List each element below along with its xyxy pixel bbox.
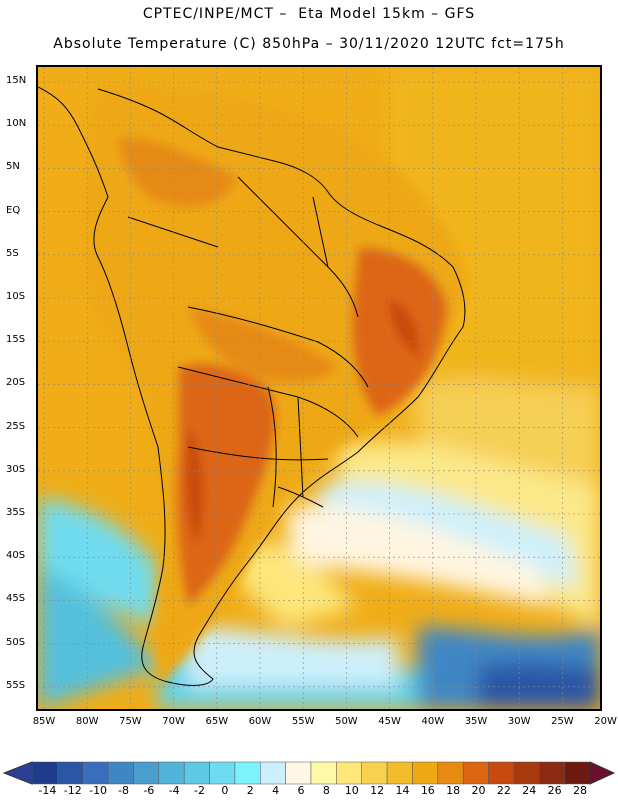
colorbar-tick-label: 6 <box>297 784 305 797</box>
colorbar-swatch <box>361 761 388 785</box>
colorbar-tick-label: -2 <box>194 784 206 797</box>
colorbar-tick-label: 0 <box>221 784 229 797</box>
longitude-label: 80W <box>75 716 99 727</box>
colorbar-tick-label: -4 <box>168 784 180 797</box>
colorbar-swatch <box>107 761 134 785</box>
colorbar-swatch <box>260 761 286 785</box>
temperature-map <box>38 67 600 709</box>
latitude-label: 45S <box>6 593 26 605</box>
colorbar-swatch <box>57 761 83 785</box>
coastlines <box>38 86 466 686</box>
colorbar-tick-label: 28 <box>573 784 587 797</box>
latitude-label: 30S <box>6 463 26 475</box>
colorbar-tick-label: -6 <box>143 784 155 797</box>
colorbar-tick-label: 12 <box>370 784 385 797</box>
colorbar-swatch <box>539 761 565 785</box>
colorbar-tick-label: 16 <box>420 784 435 797</box>
longitude-label: 30W <box>507 716 531 727</box>
longitude-label: 55W <box>291 716 315 727</box>
chart-title-line1: CPTEC/INPE/MCT – Eta Model 15km – GFS <box>142 6 476 22</box>
colorbar-arrow-right <box>589 761 616 785</box>
colorbar-tick-label: 10 <box>344 784 359 797</box>
longitude-label: 85W <box>32 716 56 727</box>
colorbar-tick-label: 4 <box>272 784 280 797</box>
colorbar-swatch <box>209 761 236 785</box>
colorbar-tick-label: -8 <box>117 784 129 797</box>
colorbar-tick-label: 2 <box>246 784 254 797</box>
latitude-label: 35S <box>6 507 26 518</box>
colorbar-swatch <box>31 761 58 785</box>
latitude-label: 10S <box>6 291 26 302</box>
colorbar-swatch <box>462 761 489 785</box>
longitude-label: 35W <box>464 716 488 727</box>
colorbar <box>2 761 616 785</box>
colorbar-swatch <box>564 761 591 785</box>
colorbar-tick-label: 8 <box>322 784 330 797</box>
colorbar-swatch <box>234 761 261 785</box>
latitude-label: EQ <box>6 204 21 216</box>
longitude-label: 40W <box>421 716 445 727</box>
chart-title-line2: Absolute Temperature (C) 850hPa – 30/11/… <box>53 36 565 52</box>
colorbar-tick-label: 26 <box>547 784 562 797</box>
colorbar-swatch <box>310 761 337 785</box>
colorbar-swatch <box>158 761 185 785</box>
colorbar-tick-label: -10 <box>89 784 108 797</box>
colorbar-tick-label: 22 <box>496 784 511 797</box>
latitude-label: 20S <box>6 377 26 389</box>
colorbar-swatch <box>412 761 439 785</box>
colorbar-tick-label: -14 <box>38 784 57 797</box>
longitude-label: 70W <box>162 716 185 727</box>
longitude-label: 50W <box>335 716 358 727</box>
latitude-label: 5S <box>6 247 19 259</box>
colorbar-tick-label: 18 <box>446 784 461 797</box>
map-frame <box>36 65 602 711</box>
colorbar-arrow-left <box>2 761 33 785</box>
colorbar-swatch <box>386 761 413 785</box>
latitude-label: 15S <box>6 334 26 346</box>
colorbar-swatch <box>437 761 464 785</box>
latitude-label: 55S <box>6 679 26 691</box>
colorbar-swatch <box>513 761 540 785</box>
longitude-label: 25W <box>551 716 574 727</box>
latitude-label: 50S <box>6 636 26 648</box>
longitude-label: 45W <box>378 716 401 727</box>
longitude-label: 60W <box>248 716 272 727</box>
temperature-shading <box>38 67 600 709</box>
graticule <box>38 67 600 709</box>
latitude-label: 10N <box>6 118 27 130</box>
latitude-label: 40S <box>6 550 26 562</box>
latitude-label: 15N <box>6 75 27 86</box>
colorbar-tick-label: 20 <box>471 784 486 797</box>
longitude-label: 75W <box>119 716 142 727</box>
latitude-label: 25S <box>6 420 26 432</box>
land-shading <box>81 84 468 688</box>
colorbar-swatch <box>336 761 362 785</box>
colorbar-swatch <box>133 761 160 785</box>
colorbar-swatch <box>488 761 515 785</box>
colorbar-swatch <box>82 761 109 785</box>
longitude-label: 65W <box>205 716 229 727</box>
colorbar-tick-label: -12 <box>63 784 82 797</box>
colorbar-tick-label: 24 <box>522 784 537 797</box>
colorbar-swatch <box>285 761 312 785</box>
latitude-label: 5N <box>6 161 20 173</box>
longitude-label: 20W <box>594 716 617 727</box>
colorbar-tick-label: 14 <box>395 784 410 797</box>
colorbar-swatch <box>183 761 210 785</box>
